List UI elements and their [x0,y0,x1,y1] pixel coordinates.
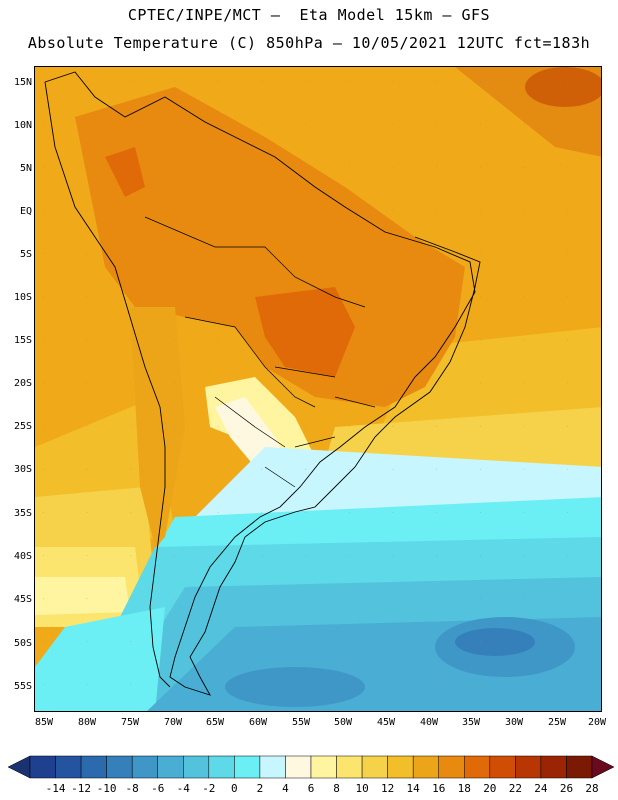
colorbar-tick-label: -10 [96,782,117,795]
colorbar-tick-label: -4 [176,782,190,795]
colorbar-tick-label: -8 [125,782,139,795]
colorbar-tick-label: 26 [559,782,574,795]
country-borders [144,216,376,488]
colorbar-tick-label: 8 [333,782,340,795]
colorbar-swatch [540,755,567,779]
lon-label-60w: 60W [248,717,268,728]
colorbar-tick-label: 2 [256,782,264,795]
temperature-map [34,66,602,712]
colorbar-svg [8,755,614,779]
lon-label-55w: 55W [291,717,311,728]
lat-label-10n: 10N [13,120,32,131]
colorbar-swatch [387,755,414,779]
lon-label-65w: 65W [205,717,225,728]
colorbar-swatch [438,755,465,779]
lon-label-80w: 80W [77,717,97,728]
colorbar-tick-label: -14 [45,782,66,795]
colorbar [8,752,614,782]
colorbar-swatch [106,755,133,779]
colorbar-swatch [489,755,516,779]
colorbar-tick-label: 20 [483,782,497,795]
lon-label-45w: 45W [376,717,396,728]
lat-label-eq: EQ [19,206,32,217]
colorbar-swatch [361,755,388,779]
lat-label-15s: 15S [13,335,32,346]
lat-label-30s: 30S [13,464,32,475]
colorbar-swatch [131,755,158,779]
coastline-south-america [44,71,481,696]
grid-dots [35,67,601,711]
coastline-pacific [44,81,171,688]
lon-label-35w: 35W [461,717,481,728]
colorbar-swatch [157,755,184,779]
lon-label-40w: 40W [419,717,439,728]
colorbar-swatch [208,755,235,779]
lon-label-20w: 20W [587,717,607,728]
temperature-field [35,67,601,711]
lon-label-30w: 30W [504,717,524,728]
colorbar-swatch [259,755,286,779]
colorbar-tick-label: 14 [406,782,420,795]
lat-label-5n: 5N [19,163,32,174]
colorbar-tick-label: -6 [151,782,165,795]
colorbar-tick-label: 12 [381,782,395,795]
colorbar-tick-label: 0 [231,782,238,795]
lat-label-25s: 25S [13,421,32,432]
colorbar-tick-label: 28 [585,782,599,795]
colorbar-right-cap [591,755,614,779]
colorbar-swatch [234,755,261,779]
colorbar-swatch [183,755,210,779]
colorbar-tick-label: 4 [282,782,289,795]
colorbar-tick-label: 22 [508,782,522,795]
lat-label-45s: 45S [13,594,32,605]
colorbar-tick-label: 24 [534,782,548,795]
colorbar-swatch [464,755,491,779]
lon-label-85w: 85W [34,717,54,728]
lat-label-20s: 20S [13,378,32,389]
colorbar-left-cap [8,755,31,779]
colorbar-swatch [515,755,542,779]
chart-title-line1: CPTEC/INPE/MCT — Eta Model 15km — GFS [127,6,491,24]
colorbar-tick-label: 16 [432,782,446,795]
colorbar-swatch [412,755,439,779]
lat-label-5s: 5S [19,249,32,260]
colorbar-tick-label: 18 [457,782,471,795]
lon-label-50w: 50W [333,717,353,728]
colorbar-swatch [566,755,593,779]
colorbar-swatch [336,755,363,779]
lat-label-15n: 15N [13,77,32,88]
lat-label-40s: 40S [13,551,32,562]
lon-label-70w: 70W [163,717,183,728]
lat-label-55s: 55S [13,681,32,692]
colorbar-swatch [310,755,337,779]
lon-label-25w: 25W [547,717,567,728]
lat-label-35s: 35S [13,508,32,519]
colorbar-tick-label: -2 [202,782,216,795]
colorbar-swatch [29,755,56,779]
colorbar-tick-label: -12 [71,782,92,795]
lat-label-50s: 50S [13,638,32,649]
colorbar-swatch [55,755,82,779]
colorbar-tick-label: 6 [307,782,315,795]
colorbar-swatch [80,755,107,779]
lat-label-10s: 10S [13,292,32,303]
colorbar-tick-label: 10 [355,782,369,795]
chart-title-line2: Absolute Temperature (C) 850hPa — 10/05/… [27,34,591,52]
colorbar-swatch [285,755,312,779]
lon-label-75w: 75W [120,717,140,728]
